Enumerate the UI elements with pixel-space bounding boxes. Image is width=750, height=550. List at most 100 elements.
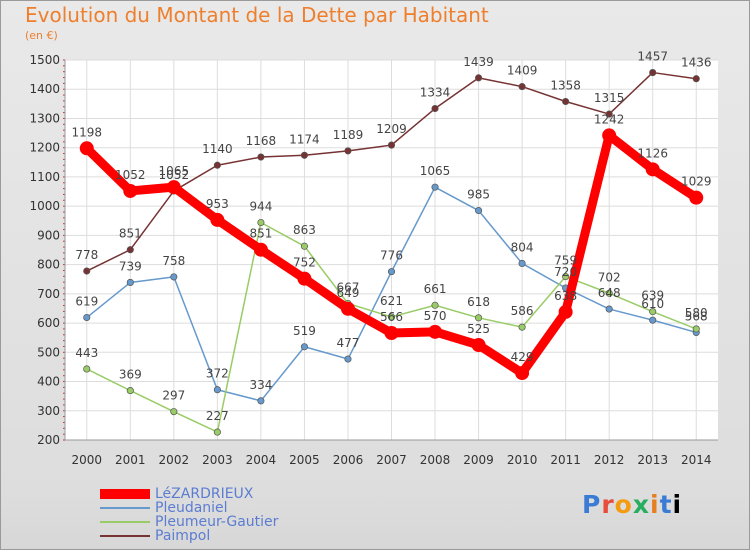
data-label: 1052	[159, 168, 190, 182]
x-tick-label: 2010	[507, 453, 538, 467]
data-label: 759	[554, 254, 577, 268]
data-point	[475, 206, 483, 215]
data-point	[558, 304, 573, 319]
legend-label: Pleudaniel	[155, 500, 228, 516]
data-label: 985	[467, 188, 490, 202]
x-tick-label: 2007	[376, 453, 407, 467]
y-tick-label: 200	[37, 433, 60, 447]
data-label: 580	[685, 306, 708, 320]
data-point	[475, 74, 483, 82]
x-tick-label: 2004	[246, 453, 277, 467]
x-tick-label: 2014	[681, 453, 712, 467]
data-label: 702	[598, 270, 621, 284]
x-tick-label: 2002	[159, 453, 190, 467]
data-label: 1315	[594, 91, 625, 105]
data-point	[387, 313, 396, 321]
data-point	[170, 408, 178, 416]
data-label: 519	[293, 324, 316, 338]
data-point	[344, 355, 352, 363]
data-label: 1409	[507, 64, 538, 78]
data-label: 778	[75, 248, 98, 262]
data-label: 477	[337, 336, 360, 350]
x-tick-label: 2009	[463, 453, 494, 467]
line-chart: 200 300 400 500 600 700 800 900 1000 1100 1200 1300…	[29, 50, 718, 467]
data-point	[689, 190, 704, 205]
data-point	[300, 242, 308, 250]
data-label: 1242	[594, 112, 625, 126]
data-label: 638	[554, 289, 577, 303]
data-point	[518, 83, 526, 91]
data-point	[126, 278, 134, 286]
data-label: 525	[467, 322, 490, 336]
y-tick-label: 500	[37, 345, 60, 359]
data-label: 639	[641, 289, 664, 303]
data-point	[213, 428, 221, 436]
proxiti-logo: Proxiti	[582, 490, 683, 519]
data-label: 429	[511, 350, 534, 364]
y-tick-label: 1300	[29, 111, 60, 125]
data-point	[340, 301, 355, 316]
data-point	[692, 325, 700, 333]
data-label: 1334	[420, 86, 451, 100]
data-label: 661	[424, 282, 447, 296]
data-label: 372	[206, 367, 229, 381]
data-point	[384, 326, 399, 341]
data-point	[126, 246, 134, 254]
legend-item: Pleumeur-Gautier	[100, 515, 278, 529]
legend-label: Pleumeur-Gautier	[155, 514, 279, 530]
data-label: 851	[119, 227, 142, 241]
data-label: 863	[293, 223, 316, 237]
y-tick-label: 1000	[29, 199, 60, 213]
data-label: 739	[119, 259, 142, 273]
y-tick-label: 900	[37, 228, 60, 242]
x-tick-label: 2011	[550, 453, 581, 467]
data-label: 1457	[637, 50, 668, 64]
data-label: 851	[249, 227, 272, 241]
data-label: 1439	[463, 55, 494, 69]
legend-swatch	[100, 489, 150, 499]
x-tick-label: 2013	[637, 453, 668, 467]
data-label: 944	[249, 200, 272, 214]
y-tick-label: 600	[37, 316, 60, 330]
data-label: 610	[641, 297, 664, 311]
data-label: 649	[337, 286, 360, 300]
data-label: 1198	[71, 125, 102, 139]
data-label: 619	[75, 295, 98, 309]
data-point	[649, 316, 657, 324]
data-point	[387, 141, 396, 149]
data-label: 566	[380, 310, 403, 324]
data-point	[83, 313, 91, 322]
chart-legend: LéZARDRIEUX Pleudaniel Pleumeur-Gautier Pai…	[100, 487, 278, 543]
legend-swatch	[100, 521, 150, 523]
data-point	[344, 147, 352, 155]
data-point	[83, 365, 91, 373]
data-point	[605, 110, 613, 118]
data-label: 334	[249, 378, 272, 392]
data-label: 1436	[681, 56, 712, 70]
data-point	[170, 273, 178, 281]
chart-subtitle: (en €)	[25, 29, 58, 42]
y-tick-label: 400	[37, 375, 60, 389]
data-label: 586	[511, 304, 534, 318]
data-label: 369	[119, 368, 142, 382]
data-label: 1168	[246, 134, 277, 148]
data-label: 1140	[202, 142, 233, 156]
data-point	[692, 75, 700, 83]
data-label: 953	[206, 197, 229, 211]
data-label: 297	[162, 389, 185, 403]
data-point	[475, 314, 483, 322]
data-point	[431, 104, 439, 113]
data-label: 570	[424, 309, 447, 323]
data-point	[253, 242, 268, 257]
y-tick-label: 1500	[29, 53, 60, 67]
data-point	[257, 397, 265, 405]
x-tick-label: 2003	[202, 453, 233, 467]
data-point	[297, 271, 312, 286]
data-point	[431, 183, 439, 191]
data-point	[515, 366, 530, 381]
data-point	[83, 267, 91, 275]
data-point	[387, 268, 396, 276]
data-point	[518, 323, 526, 331]
x-tick-label: 2000	[71, 453, 102, 467]
data-point	[79, 141, 94, 156]
